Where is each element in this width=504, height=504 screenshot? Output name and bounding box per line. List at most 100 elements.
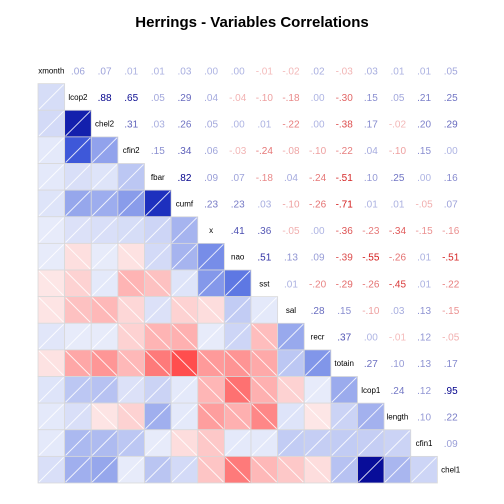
corr-cell-diagonal-line: [118, 217, 144, 243]
corr-cell-diagonal-line: [225, 377, 251, 403]
corr-cell-diagonal-line: [91, 297, 118, 323]
corr-value-sal-totain: .15: [337, 306, 351, 317]
corr-cell-diagonal-line: [304, 457, 331, 483]
corr-cell-diagonal-line: [91, 164, 118, 190]
corr-cell-diagonal-line: [118, 350, 144, 376]
corr-value-sst-length: -.45: [389, 279, 407, 290]
corr-value-xmonth-chel1: .05: [444, 66, 458, 77]
corr-cell-diagonal-line: [65, 164, 91, 190]
corr-value-x-length: -.34: [389, 226, 407, 237]
corr-cell-diagonal-line: [38, 403, 64, 430]
corr-cell-diagonal-line: [65, 403, 91, 430]
corr-value-nao-cfin1: .01: [417, 253, 431, 264]
variable-label-chel2: chel2: [95, 120, 115, 129]
corr-value-lcop2-chel1: .25: [444, 93, 458, 104]
corr-cell-diagonal-line: [91, 217, 118, 243]
variable-label-fbar: fbar: [151, 173, 165, 182]
corr-value-x-nao: .41: [231, 226, 245, 237]
corr-cell-diagonal-line: [198, 323, 224, 350]
corr-value-sst-chel1: -.22: [442, 279, 460, 290]
corr-value-fbar-length: .25: [390, 173, 404, 184]
corr-cell-diagonal-line: [225, 350, 251, 376]
variable-label-cfin1: cfin1: [416, 439, 433, 448]
corr-cell-diagonal-line: [118, 190, 144, 217]
corr-cell-diagonal-line: [171, 270, 198, 296]
corr-cell-diagonal-line: [171, 244, 198, 270]
corr-value-totain-length: .10: [390, 359, 404, 370]
corr-value-cumf-length: .01: [390, 199, 404, 210]
corr-value-nao-sst: .51: [257, 253, 271, 264]
corr-cell-diagonal-line: [304, 377, 331, 403]
corr-cell-diagonal-line: [65, 297, 91, 323]
corr-cell-diagonal-line: [145, 244, 171, 270]
corr-cell-diagonal-line: [65, 190, 91, 217]
corr-value-cumf-x: .23: [204, 199, 218, 210]
corr-cell-diagonal-line: [358, 403, 384, 430]
corr-cell-diagonal-line: [358, 430, 384, 456]
corr-cell-diagonal-line: [171, 350, 198, 376]
corr-cell-diagonal-line: [65, 377, 91, 403]
corr-value-cfin2-sst: -.24: [256, 146, 274, 157]
corr-value-fbar-cumf: .82: [177, 173, 191, 184]
corr-cell-diagonal-line: [118, 244, 144, 270]
correlation-labels: xmonth .06 .07 .01 .01 .03 .00 .00 -.01 -.02 .02 -.…: [38, 66, 461, 474]
corr-value-chel2-cumf: .26: [177, 120, 191, 131]
corr-value-lcop2-recr: .00: [311, 93, 325, 104]
corr-value-xmonth-x: .00: [204, 66, 218, 77]
chart-title: Herrings - Variables Correlations: [135, 14, 368, 31]
corr-cell-diagonal-line: [91, 244, 118, 270]
corr-value-cumf-nao: .23: [231, 199, 245, 210]
corr-cell-diagonal-line: [251, 323, 277, 350]
corr-value-sal-recr: .28: [311, 306, 325, 317]
corr-value-lcop2-cumf: .29: [177, 93, 191, 104]
corr-cell-diagonal-line: [331, 377, 357, 403]
corr-cell-diagonal-line: [251, 430, 277, 456]
corr-value-totain-lcop1: .27: [364, 359, 378, 370]
corr-cell-diagonal-line: [91, 137, 118, 163]
corr-value-chel2-chel1: .29: [444, 120, 458, 131]
corr-cell-diagonal-line: [225, 457, 251, 483]
corr-cell-diagonal-line: [251, 350, 277, 376]
corr-value-cfin2-lcop1: .04: [364, 146, 378, 157]
corr-cell-diagonal-line: [118, 297, 144, 323]
corr-cell-diagonal-line: [251, 403, 277, 430]
corr-cell-diagonal-line: [198, 430, 224, 456]
variable-label-sst: sst: [259, 279, 270, 288]
corr-cell-diagonal-line: [171, 430, 198, 456]
corr-value-chel2-recr: .00: [311, 120, 325, 131]
corr-value-x-sal: -.05: [282, 226, 300, 237]
corr-cell-diagonal-line: [145, 350, 171, 376]
corr-cell-diagonal-line: [38, 190, 64, 217]
corr-value-cumf-sst: .03: [257, 199, 271, 210]
corr-cell-diagonal-line: [38, 84, 64, 110]
variable-label-cfin2: cfin2: [123, 146, 140, 155]
corr-cell-diagonal-line: [198, 270, 224, 296]
corr-cell-diagonal-line: [118, 323, 144, 350]
corr-cell-diagonal-line: [278, 323, 304, 350]
corr-cell-diagonal-line: [38, 350, 64, 376]
corr-cell-diagonal-line: [145, 270, 171, 296]
corr-value-nao-recr: .09: [311, 253, 325, 264]
corr-cell-diagonal-line: [118, 403, 144, 430]
corr-value-cumf-chel1: .07: [444, 199, 458, 210]
corr-cell-diagonal-line: [65, 217, 91, 243]
corr-cell-diagonal-line: [38, 217, 64, 243]
corr-value-length-cfin1: .10: [417, 412, 431, 423]
corr-value-lcop1-length: .24: [390, 386, 404, 397]
corr-value-xmonth-nao: .00: [231, 66, 245, 77]
corr-cell-diagonal-line: [251, 297, 277, 323]
variable-label-sal: sal: [286, 306, 296, 315]
corr-cell-diagonal-line: [171, 323, 198, 350]
corr-cell-diagonal-line: [145, 377, 171, 403]
variable-label-recr: recr: [311, 333, 325, 342]
corr-value-cfin2-chel1: .00: [444, 146, 458, 157]
variable-label-xmonth: xmonth: [38, 66, 64, 75]
corr-cell-diagonal-line: [38, 430, 64, 456]
corr-value-chel2-lcop1: .17: [364, 120, 378, 131]
corr-cell-diagonal-line: [118, 457, 144, 483]
corr-cell-diagonal-line: [91, 403, 118, 430]
corr-value-fbar-nao: .07: [231, 173, 245, 184]
corr-cell-diagonal-line: [198, 297, 224, 323]
corr-value-cfin1-chel1: .09: [444, 439, 458, 450]
correlation-cells: [37, 83, 438, 484]
